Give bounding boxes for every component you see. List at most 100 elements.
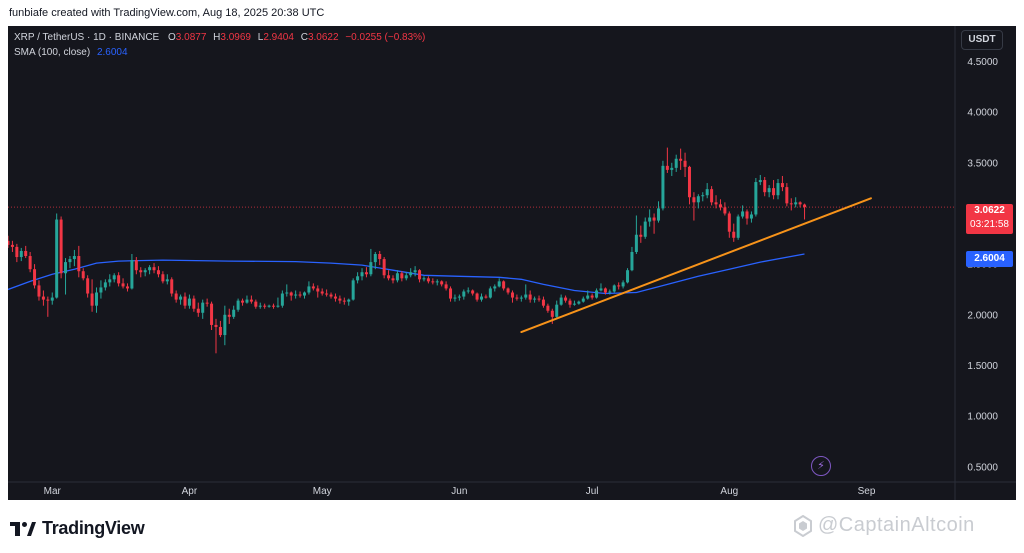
high-label: H	[213, 32, 221, 43]
candle-body	[276, 305, 280, 307]
candle-body	[139, 270, 143, 273]
candle	[342, 297, 346, 305]
high-value: 3.0969	[220, 32, 251, 43]
candle	[665, 147, 669, 173]
candle-body	[692, 197, 696, 203]
close-value: 3.0622	[307, 32, 339, 43]
y-tick-label: 4.5000	[967, 57, 998, 68]
candle-body	[245, 299, 249, 303]
candle	[249, 295, 253, 304]
candle	[674, 154, 678, 172]
candle	[50, 292, 54, 305]
candle	[510, 290, 514, 303]
lightning-icon[interactable]: ⚡	[811, 456, 831, 476]
close-label: C	[300, 32, 308, 43]
candle	[134, 257, 138, 275]
candle-body	[387, 275, 391, 279]
candle-body	[696, 196, 700, 203]
candle-body	[422, 278, 426, 280]
candle	[533, 296, 537, 303]
chart-pane[interactable]: 4.50004.00003.50003.00002.50002.00001.50…	[8, 26, 1016, 500]
candle	[418, 269, 422, 283]
x-tick-label: May	[313, 486, 332, 497]
ohlc-row: XRP / TetherUS · 1D · BINANCE O3.0877 H3…	[14, 30, 425, 45]
candle-body	[745, 211, 749, 219]
change-value: −0.0255 (−0.83%)	[345, 32, 426, 43]
candle	[798, 201, 802, 208]
candle	[692, 192, 696, 221]
candle	[90, 279, 94, 312]
candle	[347, 298, 351, 306]
candle-body	[183, 296, 187, 306]
y-tick-label: 1.5000	[967, 361, 998, 372]
candle-body	[661, 165, 665, 209]
candlestick-chart[interactable]: 4.50004.00003.50003.00002.50002.00001.50…	[8, 26, 1016, 500]
candle	[745, 209, 749, 225]
candle-body	[72, 256, 76, 260]
candle	[241, 298, 245, 306]
candle-body	[55, 219, 59, 298]
sma-label[interactable]: SMA (100, close)	[14, 47, 91, 58]
candle	[493, 284, 497, 292]
candle-body	[577, 301, 581, 304]
candle-body	[780, 183, 784, 188]
candle	[156, 266, 160, 278]
tradingview-logo[interactable]: TradingView	[10, 518, 145, 539]
candle	[679, 148, 683, 170]
chart-background	[8, 26, 1016, 500]
candle	[152, 263, 156, 274]
candle	[33, 264, 37, 289]
candle	[267, 304, 271, 308]
candle-body	[497, 281, 501, 287]
candle-body	[347, 299, 351, 302]
candle	[86, 275, 90, 298]
candle-body	[435, 281, 439, 283]
candle-body	[568, 300, 572, 305]
candle	[395, 270, 399, 283]
last-price-value: 3.0622	[974, 205, 1005, 216]
candle-body	[758, 180, 762, 183]
candle	[723, 202, 727, 216]
candle	[537, 295, 541, 302]
candle-body	[714, 202, 718, 205]
candle	[564, 295, 568, 303]
candle-body	[794, 202, 798, 205]
candle-body	[524, 294, 528, 298]
candle	[236, 298, 240, 312]
candle-body	[413, 270, 417, 273]
candle-body	[103, 282, 107, 288]
sma-line	[8, 253, 805, 295]
candle-body	[648, 217, 652, 222]
candle	[617, 282, 621, 290]
candle	[590, 293, 594, 300]
candle	[298, 291, 302, 298]
candle-body	[205, 302, 209, 304]
candle	[8, 235, 10, 248]
candle-body	[727, 213, 731, 232]
candle-body	[19, 250, 23, 258]
candle	[789, 198, 793, 211]
candle	[391, 275, 395, 284]
candle	[320, 288, 324, 296]
attribution-header: funbiafe created with TradingView.com, A…	[0, 0, 1024, 26]
candle	[387, 270, 391, 281]
candle	[528, 290, 532, 303]
symbol-label[interactable]: XRP / TetherUS · 1D · BINANCE	[14, 32, 160, 43]
candle-body	[493, 286, 497, 289]
candle-body	[444, 284, 448, 289]
candle-body	[776, 183, 780, 196]
candle-body	[37, 285, 41, 297]
candle-body	[502, 281, 506, 289]
candle	[577, 300, 581, 305]
candle	[595, 288, 599, 299]
candle-body	[400, 273, 404, 279]
candle-body	[449, 288, 453, 299]
trendline[interactable]	[520, 197, 872, 334]
currency-button[interactable]: USDT	[961, 30, 1003, 50]
candle-body	[537, 298, 541, 300]
attribution-text: funbiafe created with TradingView.com, A…	[9, 7, 325, 19]
candle-body	[373, 254, 377, 263]
candle	[550, 308, 554, 324]
candle-body	[10, 244, 14, 247]
candle-body	[679, 158, 683, 161]
